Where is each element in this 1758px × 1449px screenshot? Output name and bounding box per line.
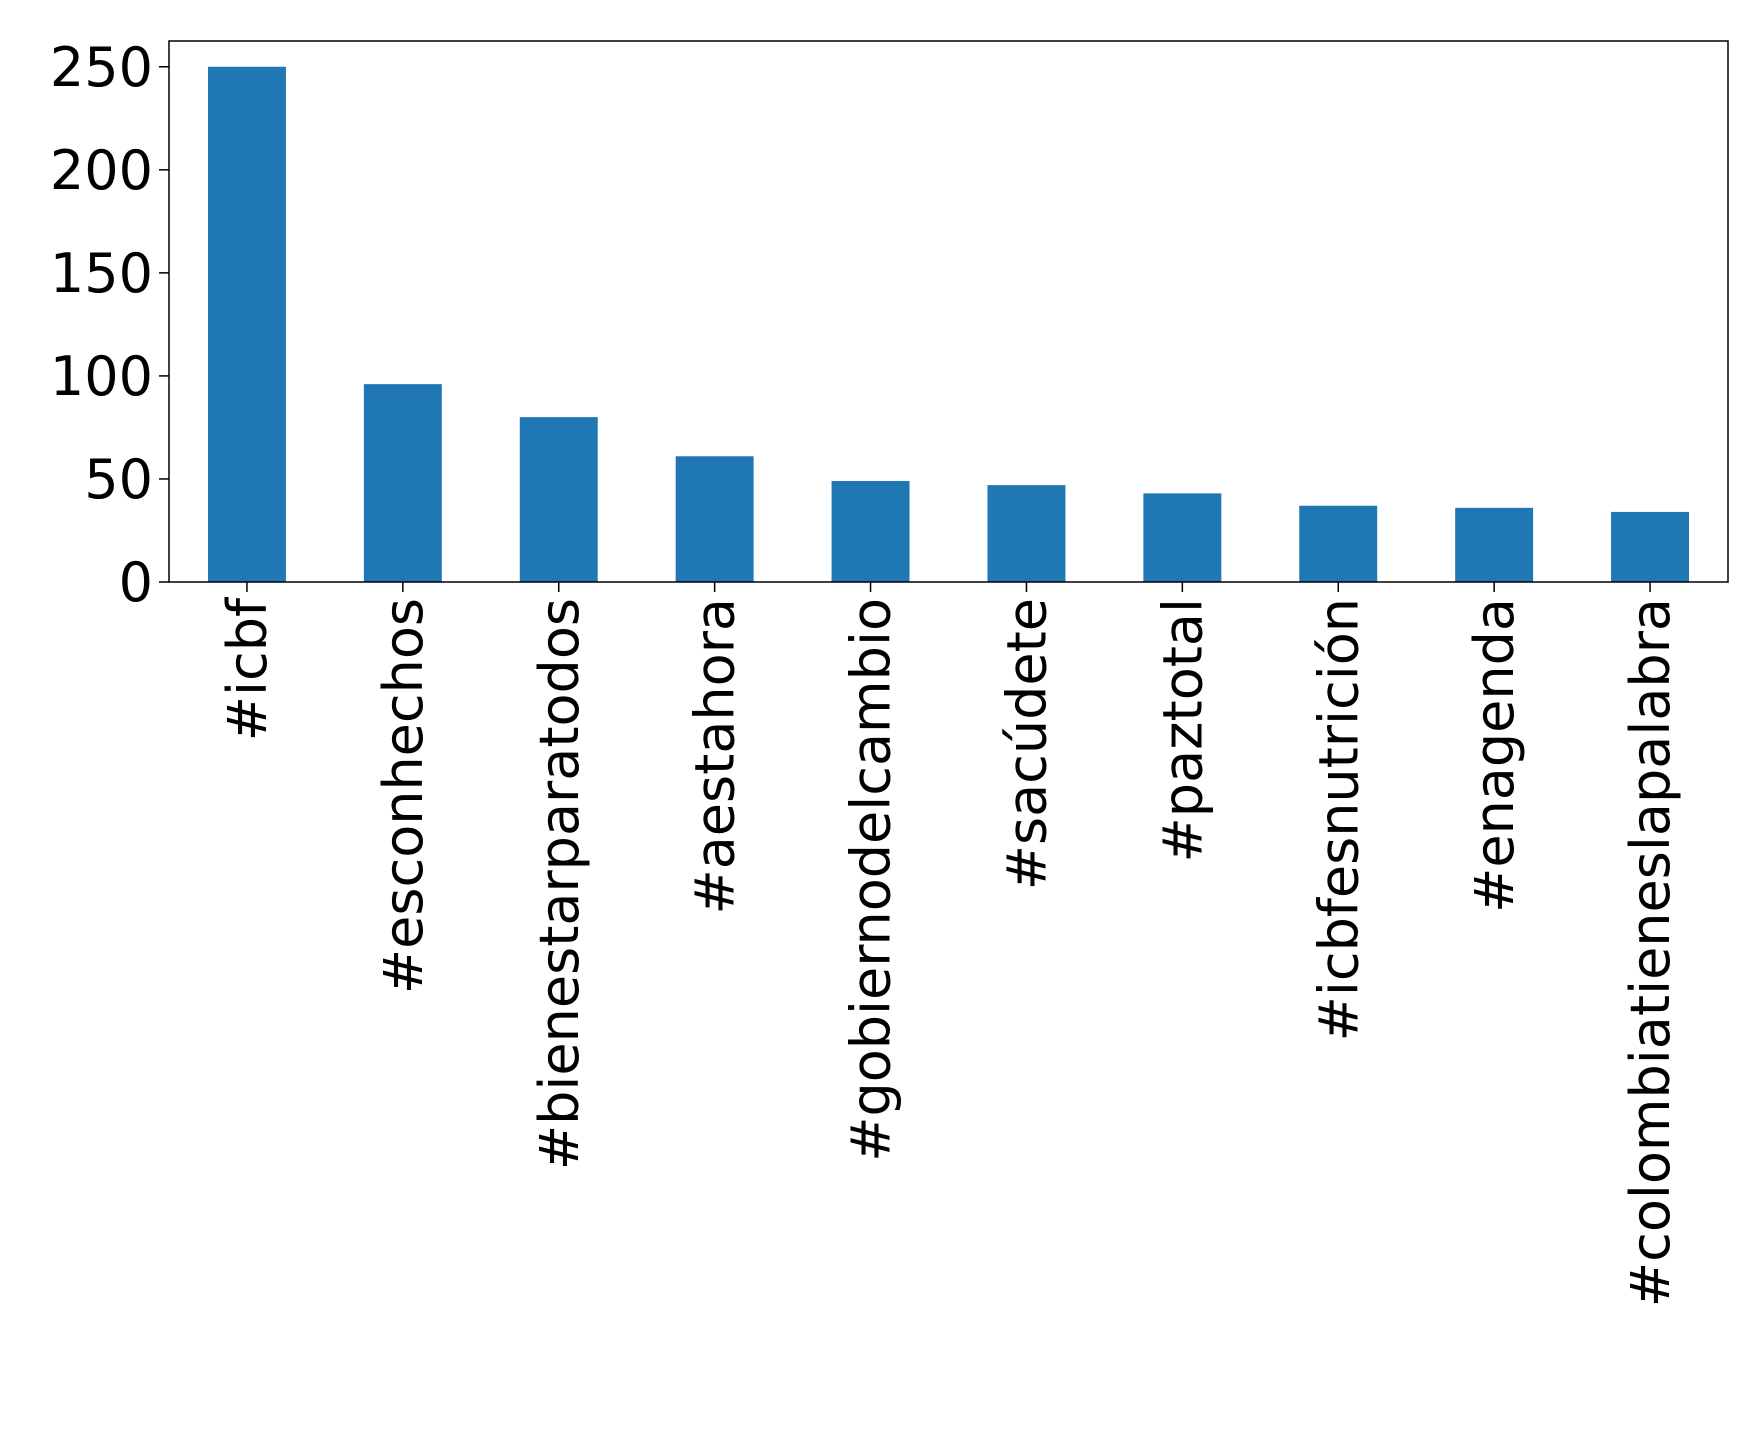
x-tick-label: #icbf xyxy=(216,596,279,741)
y-tick-label: 150 xyxy=(50,242,153,305)
bar xyxy=(1299,505,1378,582)
bar xyxy=(831,481,910,582)
y-tick-label: 250 xyxy=(50,36,153,99)
bar xyxy=(987,485,1066,582)
x-tick-label: #colombiatieneslapalabra xyxy=(1619,598,1682,1307)
x-tick-label: #icbfesnutrición xyxy=(1307,598,1370,1041)
x-tick-label: #paztotal xyxy=(1151,598,1214,862)
bar xyxy=(363,384,442,582)
y-tick-label: 0 xyxy=(119,551,153,614)
bar xyxy=(675,456,754,582)
bar xyxy=(207,66,286,582)
x-tick-label: #esconhechos xyxy=(372,598,435,994)
y-tick-label: 200 xyxy=(50,139,153,202)
x-tick-label: #enagenda xyxy=(1463,598,1526,913)
y-tick-label: 100 xyxy=(50,345,153,408)
bar xyxy=(1143,493,1222,582)
plot-frame xyxy=(168,40,1729,583)
bar xyxy=(519,417,598,582)
bar xyxy=(1455,507,1534,582)
x-tick-label: #sacúdete xyxy=(995,598,1058,890)
y-tick-label: 50 xyxy=(84,448,153,511)
x-tick-label: #bienestarparatodos xyxy=(528,598,591,1170)
bar xyxy=(1611,511,1690,582)
x-tick-label: #gobiernodelcambio xyxy=(840,598,903,1162)
x-tick-label: #aestahora xyxy=(684,598,747,915)
